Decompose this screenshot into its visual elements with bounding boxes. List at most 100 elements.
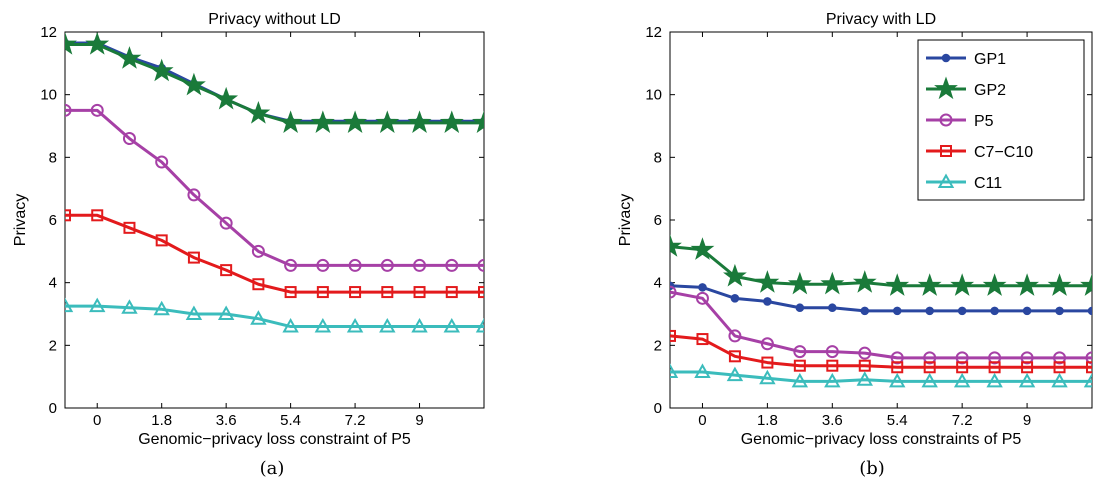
y-tick-label: 4 bbox=[49, 275, 57, 292]
data-point bbox=[381, 286, 394, 299]
x-tick-label: 1.8 bbox=[757, 412, 778, 429]
data-point bbox=[1047, 273, 1072, 296]
y-tick-label: 0 bbox=[49, 400, 57, 417]
x-tick-label: 5.4 bbox=[280, 412, 301, 429]
data-point bbox=[310, 110, 335, 134]
y-tick-label: 2 bbox=[49, 337, 57, 354]
data-point bbox=[220, 264, 233, 277]
data-point bbox=[379, 318, 396, 333]
data-point bbox=[375, 110, 400, 134]
data-point bbox=[380, 258, 394, 272]
series-c7c10 bbox=[670, 329, 1092, 374]
data-point bbox=[1080, 273, 1092, 296]
legend-label: GP2 bbox=[974, 82, 1006, 99]
data-point bbox=[986, 372, 1003, 388]
data-point bbox=[1051, 372, 1068, 388]
data-point bbox=[950, 273, 975, 296]
data-point bbox=[407, 110, 432, 134]
data-point bbox=[988, 351, 1002, 365]
data-point bbox=[891, 361, 904, 374]
data-point bbox=[282, 318, 299, 333]
data-point bbox=[65, 209, 71, 222]
data-point bbox=[728, 329, 742, 343]
data-point bbox=[763, 297, 772, 306]
data-point bbox=[759, 369, 776, 385]
x-tick-label: 3.6 bbox=[216, 412, 237, 429]
data-point bbox=[923, 351, 937, 365]
data-point bbox=[413, 286, 426, 299]
data-point bbox=[670, 285, 677, 299]
data-point bbox=[890, 351, 904, 365]
panel-caption: (b) bbox=[859, 458, 885, 479]
data-point bbox=[852, 270, 877, 293]
data-point bbox=[250, 310, 267, 325]
data-point bbox=[728, 350, 741, 363]
y-tick-label: 4 bbox=[654, 275, 662, 292]
x-tick-label: 0 bbox=[93, 412, 101, 429]
data-point bbox=[1053, 361, 1066, 374]
series-gp2 bbox=[670, 234, 1092, 296]
data-point bbox=[670, 329, 676, 342]
data-point bbox=[726, 366, 744, 382]
data-point bbox=[921, 372, 938, 388]
y-tick-label: 10 bbox=[40, 87, 57, 104]
chart-title: Privacy with LD bbox=[826, 11, 936, 28]
legend-label: GP1 bbox=[974, 51, 1006, 68]
data-point bbox=[956, 361, 969, 374]
y-tick-label: 6 bbox=[654, 212, 662, 229]
data-point bbox=[696, 333, 709, 346]
data-point bbox=[246, 100, 271, 124]
data-point bbox=[314, 318, 332, 333]
data-point bbox=[856, 371, 873, 386]
data-point bbox=[670, 234, 682, 257]
y-tick-label: 6 bbox=[49, 212, 57, 229]
data-point bbox=[445, 286, 458, 299]
data-point bbox=[982, 273, 1007, 296]
data-point bbox=[252, 278, 265, 291]
data-point bbox=[278, 110, 303, 134]
series-line bbox=[65, 304, 484, 329]
series-c11 bbox=[65, 297, 484, 333]
data-point bbox=[65, 103, 72, 117]
series-p5 bbox=[670, 285, 1092, 365]
plot-area bbox=[64, 31, 485, 409]
data-point bbox=[988, 361, 1001, 374]
x-tick-label: 3.6 bbox=[822, 412, 843, 429]
data-point bbox=[1055, 306, 1064, 316]
x-axis-label: Genomic−privacy loss constraints of P5 bbox=[741, 431, 1022, 448]
y-tick-label: 8 bbox=[654, 149, 662, 166]
data-point bbox=[65, 297, 74, 313]
data-point bbox=[787, 271, 812, 295]
series-line bbox=[670, 370, 1092, 383]
series-p5 bbox=[65, 103, 484, 272]
data-point bbox=[475, 318, 484, 333]
data-point bbox=[91, 209, 104, 222]
data-point bbox=[89, 297, 106, 313]
data-point bbox=[187, 188, 201, 202]
data-point bbox=[251, 244, 265, 258]
data-point bbox=[670, 363, 679, 378]
data-point bbox=[1021, 361, 1034, 374]
data-point bbox=[925, 306, 934, 316]
series-c7c10 bbox=[65, 209, 484, 299]
data-point bbox=[824, 372, 841, 388]
data-point bbox=[439, 110, 464, 134]
data-point bbox=[214, 86, 239, 110]
data-point bbox=[1015, 273, 1039, 296]
data-point bbox=[284, 258, 298, 272]
data-point bbox=[723, 263, 747, 287]
y-axis-label: Privacy bbox=[617, 194, 634, 246]
legend-marker bbox=[940, 145, 952, 157]
legend-marker bbox=[937, 173, 955, 188]
data-point bbox=[155, 155, 169, 169]
x-tick-label: 7.2 bbox=[345, 412, 366, 429]
data-point bbox=[316, 286, 329, 299]
data-point bbox=[858, 346, 872, 360]
data-point bbox=[892, 306, 902, 316]
y-axis-label: Privacy bbox=[12, 194, 29, 246]
y-tick-label: 12 bbox=[40, 24, 57, 41]
data-point bbox=[123, 221, 136, 234]
data-point bbox=[219, 216, 233, 230]
y-tick-label: 8 bbox=[49, 149, 57, 166]
